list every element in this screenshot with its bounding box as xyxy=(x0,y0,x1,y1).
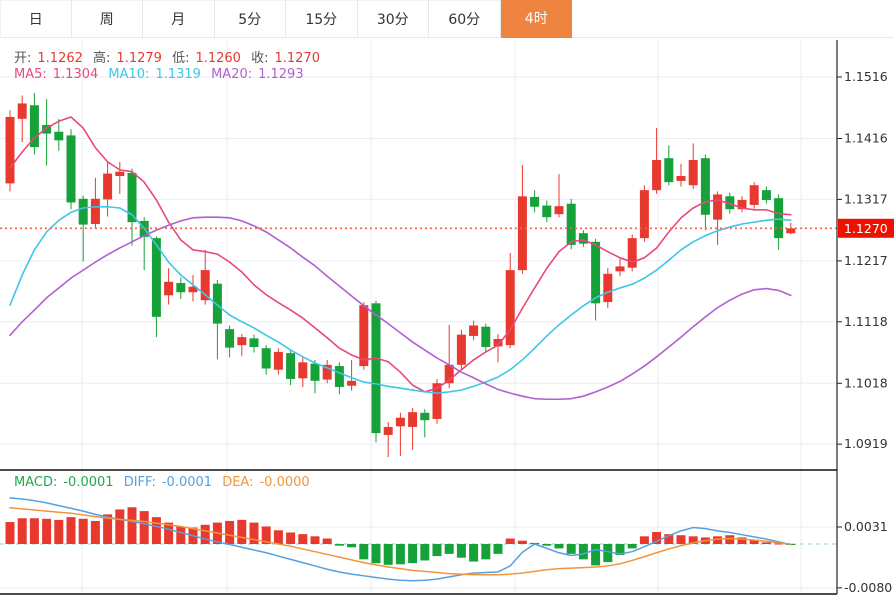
svg-text:1.1118: 1.1118 xyxy=(844,314,888,329)
close-value: 1.1270 xyxy=(274,51,320,66)
svg-text:1.1018: 1.1018 xyxy=(844,375,888,390)
ma20-label: MA20: xyxy=(211,67,253,82)
tab-period-60分[interactable]: 60分 xyxy=(429,0,501,38)
macd-value: -0.0001 xyxy=(63,475,114,490)
diff-label: DIFF: xyxy=(123,475,156,490)
svg-text:1.0919: 1.0919 xyxy=(844,436,888,451)
svg-text:1.1416: 1.1416 xyxy=(844,131,888,146)
current-price-badge: 1.1270 xyxy=(844,221,888,236)
tab-period-4时[interactable]: 4时 xyxy=(500,0,572,38)
tab-period-周[interactable]: 周 xyxy=(71,0,143,38)
svg-text:0.0031: 0.0031 xyxy=(844,519,888,534)
macd-legend: MACD: -0.0001 DIFF: -0.0001 DEA: -0.0000 xyxy=(14,475,316,490)
ma-legend: MA5: 1.1304 MA10: 1.1319 MA20: 1.1293 xyxy=(14,67,310,82)
tab-period-30分[interactable]: 30分 xyxy=(357,0,429,38)
diff-value: -0.0001 xyxy=(161,475,213,490)
close-label: 收: xyxy=(251,51,269,66)
tab-period-月[interactable]: 月 xyxy=(143,0,215,38)
ma5-value: 1.1304 xyxy=(52,67,99,82)
svg-text:1.1217: 1.1217 xyxy=(844,253,888,268)
svg-text:1.1317: 1.1317 xyxy=(844,191,888,206)
tab-period-日[interactable]: 日 xyxy=(0,0,72,38)
macd-label: MACD: xyxy=(14,475,58,490)
low-label: 低: xyxy=(172,51,190,66)
ohlc-legend: 开: 1.1262 高: 1.1279 低: 1.1260 收: 1.1270 xyxy=(14,47,326,66)
svg-text:-0.0080: -0.0080 xyxy=(844,580,892,595)
svg-text:1.1516: 1.1516 xyxy=(844,69,888,84)
tab-period-5分[interactable]: 5分 xyxy=(214,0,286,38)
ma10-value: 1.1319 xyxy=(155,67,201,82)
open-label: 开: xyxy=(14,51,32,66)
ma10-label: MA10: xyxy=(108,67,150,82)
dea-label: DEA: xyxy=(222,475,254,490)
high-label: 高: xyxy=(93,51,111,66)
period-tabbar: 日周月 5分 15分 30分 60分 4时 xyxy=(0,0,894,38)
high-value: 1.1279 xyxy=(116,51,162,66)
open-value: 1.1262 xyxy=(37,51,83,66)
ma5-label: MA5: xyxy=(14,67,47,82)
ma20-value: 1.1293 xyxy=(258,67,304,82)
low-value: 1.1260 xyxy=(195,51,241,66)
tab-period-15分[interactable]: 15分 xyxy=(286,0,358,38)
dea-value: -0.0000 xyxy=(259,475,310,490)
